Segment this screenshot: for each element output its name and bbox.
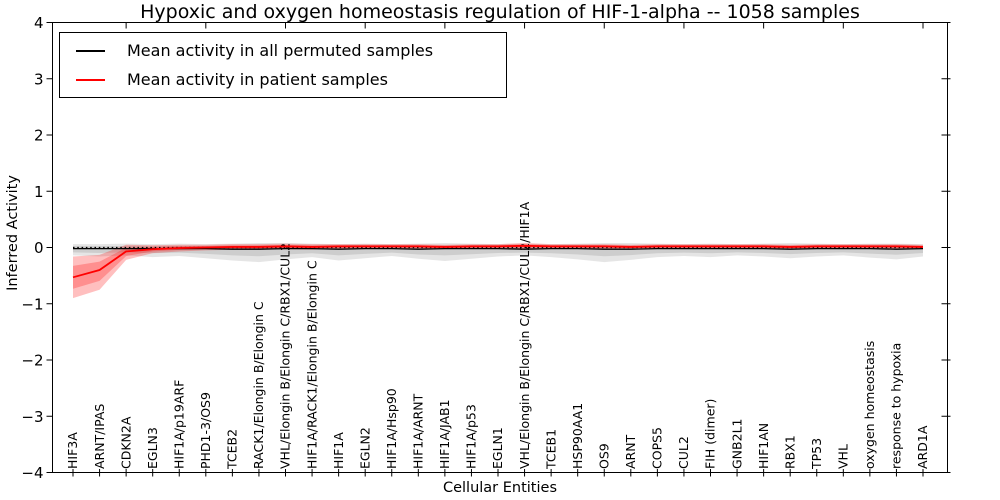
legend-label-permuted: Mean activity in all permuted samples (127, 41, 434, 60)
x-tick-label: HIF1A/Hsp90 (384, 388, 399, 469)
x-tick-label: TP53 (809, 438, 824, 470)
x-tick-label: HIF1A (331, 432, 346, 469)
x-tick-label: ARD1A (915, 425, 930, 469)
x-tick-label: HIF3A (65, 432, 80, 469)
x-tick-label: VHL/Elongin B/Elongin C/RBX1/CUL2/HIF1A (517, 201, 532, 469)
x-tick-label: OS9 (596, 443, 611, 469)
x-tick-label: ARNT (623, 434, 638, 469)
x-tick-label: TCEB1 (543, 429, 558, 470)
x-tick-label: HIF1A/ARNT (411, 393, 426, 469)
y-tick-label: −3 (21, 408, 43, 426)
x-tick-label: TCEB2 (225, 429, 240, 470)
legend-entry-permuted: Mean activity in all permuted samples (76, 40, 506, 62)
y-tick-label: 4 (34, 14, 44, 32)
x-tick-label: HIF1A/RACK1/Elongin B/Elongin C (304, 260, 319, 469)
x-tick-label: FIH (dimer) (703, 399, 718, 469)
y-tick-label: −4 (21, 464, 43, 482)
x-tick-label: HIF1A/p53 (464, 404, 479, 469)
y-tick-label: 3 (34, 70, 44, 88)
legend-label-patient: Mean activity in patient samples (127, 70, 388, 89)
x-tick-label: COPS5 (650, 427, 665, 469)
x-tick-label: oxygen homeostasis (862, 341, 877, 469)
x-tick-label: HIF1A/JAB1 (437, 399, 452, 469)
x-tick-label: CUL2 (676, 436, 691, 469)
x-tick-label: EGLN3 (145, 427, 160, 469)
x-tick-label: EGLN2 (357, 427, 372, 469)
patient-mean-line (72, 244, 924, 279)
x-tick-label: HIF1A/p19ARF (171, 380, 186, 469)
x-tick-label: RACK1/Elongin B/Elongin C (251, 301, 266, 469)
x-tick-label: RBX1 (782, 435, 797, 469)
x-axis-label: Cellular Entities (442, 480, 558, 496)
legend: Mean activity in all permuted samples Me… (59, 32, 507, 98)
permuted-line-sample (76, 49, 105, 52)
x-tick-label: VHL (836, 444, 851, 469)
x-tick-label: EGLN1 (490, 427, 505, 469)
y-tick-label: 1 (34, 183, 44, 201)
x-tick-label: HIF1AN (756, 423, 771, 469)
permuted-mean-line (73, 247, 924, 250)
x-tick-label: HSP90AA1 (570, 403, 585, 469)
y-tick-label: −2 (21, 352, 43, 370)
x-tick-label: GNB2L1 (729, 419, 744, 469)
x-tick-label: PHD1-3/OS9 (198, 392, 213, 469)
x-tick-label: VHL/Elongin B/Elongin C/RBX1/CUL2 (278, 243, 293, 469)
chart-title: Hypoxic and oxygen homeostasis regulatio… (140, 1, 860, 23)
y-tick-label: 2 (34, 127, 44, 145)
legend-entry-patient: Mean activity in patient samples (76, 69, 506, 91)
y-tick-label: 0 (34, 239, 44, 257)
x-tick-label: response to hypoxia (889, 343, 904, 469)
x-tick-label: CDKN2A (118, 416, 133, 469)
patient-line-sample (76, 78, 105, 81)
x-tick-label: ARNT/IPAS (92, 404, 107, 469)
y-tick-label: −1 (21, 295, 43, 313)
